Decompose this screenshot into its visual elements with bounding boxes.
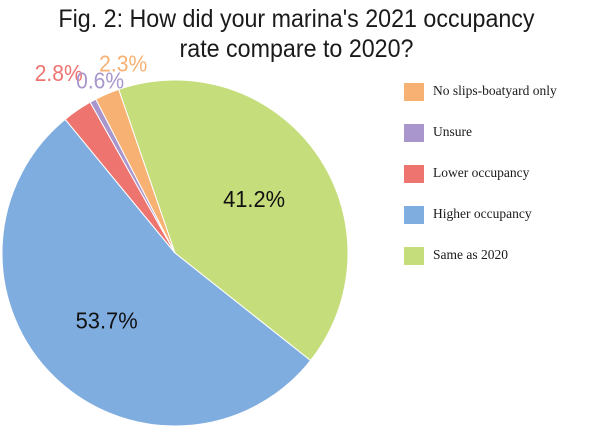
pie-label-no-slips-boatyard-only: 2.3% [99,51,147,77]
legend-swatch [404,206,424,224]
pie-label-same-as-2020: 41.2% [223,186,285,212]
legend-label: Higher occupancy [433,206,532,221]
pie-labels: 41.2% 53.7% 2.8%0.6%2.3% [35,51,285,334]
chart-title-line2: rate compare to 2020? [179,35,414,63]
pie-label-unsure: 0.6% [76,67,124,93]
pie-slice-higher-occupancy [1,118,312,427]
legend-label: Unsure [433,124,472,139]
pie-slices [1,79,349,427]
legend-label: Lower occupancy [433,165,530,180]
pie-slice-no-slips-boatyard-only [95,88,176,254]
chart-title-line1: Fig. 2: How did your marina's 2021 occup… [58,5,535,33]
legend-label: Same as 2020 [433,247,508,262]
legend-label: No slips-boatyard only [433,83,557,98]
chart-title: Fig. 2: How did your marina's 2021 occup… [21,4,572,64]
legend-swatch [404,83,424,101]
legend-swatch [404,247,424,265]
pie-label-higher-occupancy: 53.7% [76,308,138,334]
pie-slice-same-as-2020 [118,79,349,362]
pie-label-lower-occupancy: 2.8% [35,60,83,86]
legend-swatch [404,124,424,142]
legend-swatch [404,165,424,183]
